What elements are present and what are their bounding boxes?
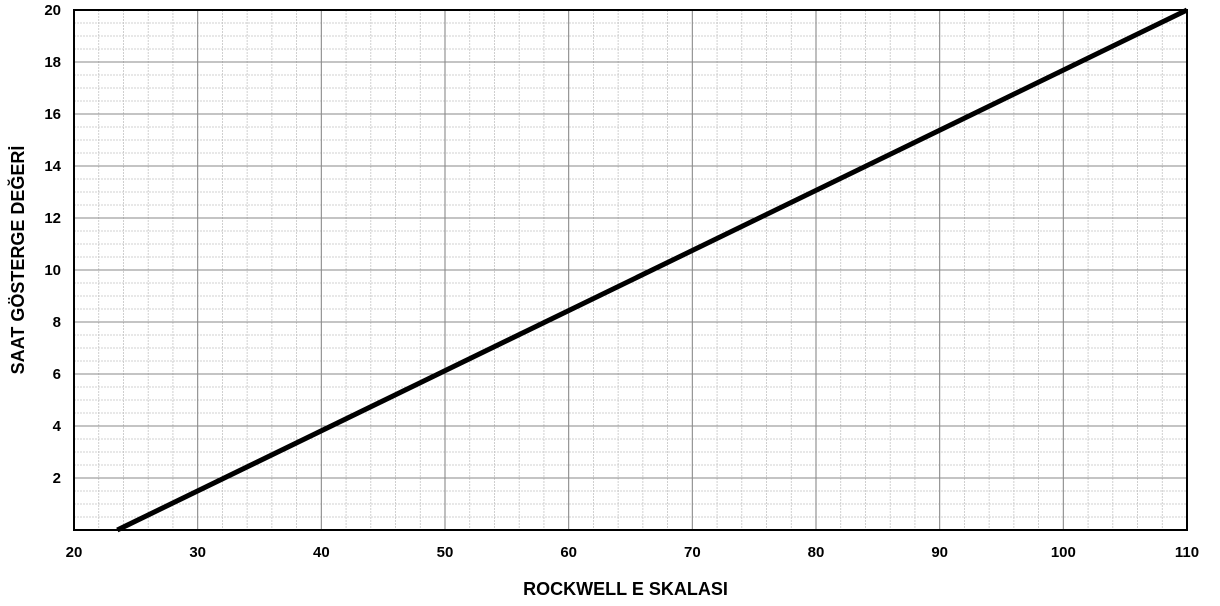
x-tick-label: 110 bbox=[1175, 544, 1199, 561]
y-tick-label: 6 bbox=[53, 366, 61, 383]
y-tick-label: 10 bbox=[44, 262, 61, 279]
x-tick-label: 90 bbox=[931, 544, 948, 561]
y-tick-label: 8 bbox=[53, 314, 61, 331]
x-tick-labels: 20 30 40 50 60 70 80 90 100 110 bbox=[66, 544, 1199, 561]
x-tick-label: 70 bbox=[684, 544, 701, 561]
y-tick-label: 4 bbox=[53, 418, 62, 435]
y-tick-label: 18 bbox=[44, 54, 61, 71]
y-tick-label: 2 bbox=[53, 470, 61, 487]
y-tick-labels: 2 4 6 8 10 12 14 16 18 20 bbox=[44, 2, 61, 487]
y-axis-title: SAAT GÖSTERGE DEĞERİ bbox=[7, 146, 28, 375]
y-tick-label: 16 bbox=[44, 106, 61, 123]
x-axis-title: ROCKWELL E SKALASI bbox=[523, 579, 728, 599]
y-tick-label: 20 bbox=[44, 2, 61, 19]
x-tick-label: 20 bbox=[66, 544, 83, 561]
x-tick-label: 60 bbox=[560, 544, 577, 561]
y-tick-label: 14 bbox=[44, 158, 61, 175]
x-tick-label: 30 bbox=[189, 544, 206, 561]
x-tick-label: 100 bbox=[1051, 544, 1076, 561]
x-tick-label: 80 bbox=[808, 544, 825, 561]
x-tick-label: 50 bbox=[437, 544, 454, 561]
x-tick-label: 40 bbox=[313, 544, 330, 561]
y-tick-label: 12 bbox=[44, 210, 61, 227]
